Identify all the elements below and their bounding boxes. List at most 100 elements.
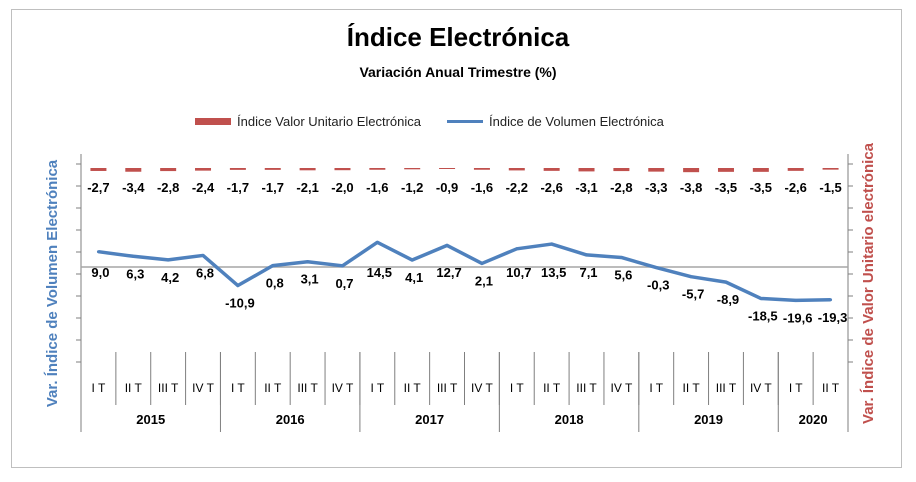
bar-valor-unitario xyxy=(439,168,456,169)
chart-frame xyxy=(11,9,902,468)
data-label-volumen: 5,6 xyxy=(614,267,632,282)
data-label-valor-unitario: -3,5 xyxy=(750,180,772,195)
data-label-valor-unitario: -1,2 xyxy=(401,180,423,195)
data-label-volumen: 13,5 xyxy=(541,265,566,280)
x-tick-label: II T xyxy=(264,381,282,395)
chart-title: Índice Electrónica xyxy=(346,22,570,52)
data-label-valor-unitario: -3,5 xyxy=(715,180,737,195)
data-label-volumen: -10,9 xyxy=(225,296,255,311)
legend-label-valor-unitario: Índice Valor Unitario Electrónica xyxy=(237,113,422,129)
bar-valor-unitario xyxy=(508,168,525,171)
bar-valor-unitario xyxy=(648,168,665,172)
x-tick-label: I T xyxy=(92,381,106,395)
data-label-valor-unitario: -1,5 xyxy=(819,180,841,195)
x-tick-label: II T xyxy=(404,381,422,395)
bar-valor-unitario xyxy=(717,168,734,172)
data-label-valor-unitario: -3,3 xyxy=(645,180,667,195)
year-label: 2019 xyxy=(694,412,723,427)
year-label: 2017 xyxy=(415,412,444,427)
legend-item-valor-unitario: Índice Valor Unitario Electrónica xyxy=(195,114,421,129)
bar-valor-unitario xyxy=(334,168,351,171)
data-label-volumen: 2,1 xyxy=(475,273,493,288)
bar-valor-unitario xyxy=(473,168,490,170)
data-label-volumen: 0,8 xyxy=(266,276,284,291)
data-label-volumen: 10,7 xyxy=(506,265,531,280)
bar-valor-unitario xyxy=(543,168,560,171)
data-label-valor-unitario: -1,7 xyxy=(227,180,249,195)
point-volumen xyxy=(271,264,275,268)
bar-valor-unitario xyxy=(752,168,769,172)
data-label-valor-unitario: -3,1 xyxy=(575,180,597,195)
point-volumen xyxy=(166,258,170,262)
bar-valor-unitario xyxy=(299,168,316,171)
legend-item-volumen: Índice de Volumen Electrónica xyxy=(447,114,664,129)
data-label-volumen: -19,6 xyxy=(783,310,813,325)
data-label-valor-unitario: -2,7 xyxy=(87,180,109,195)
bar-valor-unitario xyxy=(369,168,386,170)
data-label-volumen: 3,1 xyxy=(301,272,319,287)
data-label-volumen: 6,3 xyxy=(126,266,144,281)
x-tick-label: II T xyxy=(683,381,701,395)
x-tick-label: III T xyxy=(158,381,179,395)
x-tick-label: III T xyxy=(297,381,318,395)
point-volumen xyxy=(340,264,344,268)
point-volumen xyxy=(794,298,798,302)
x-tick-label: II T xyxy=(822,381,840,395)
data-label-valor-unitario: -0,9 xyxy=(436,180,458,195)
data-label-volumen: 12,7 xyxy=(436,265,461,280)
data-label-valor-unitario: -1,6 xyxy=(366,180,388,195)
data-label-volumen: -8,9 xyxy=(717,292,739,307)
bar-valor-unitario xyxy=(160,168,177,172)
data-label-volumen: -18,5 xyxy=(748,308,778,323)
x-tick-label: I T xyxy=(789,381,803,395)
bar-valor-unitario xyxy=(404,168,421,170)
legend: Índice Valor Unitario Electrónica Índice… xyxy=(195,112,690,130)
year-label: 2015 xyxy=(136,412,165,427)
point-volumen xyxy=(619,255,623,259)
data-label-volumen: 0,7 xyxy=(335,276,353,291)
point-volumen xyxy=(201,253,205,257)
x-tick-label: I T xyxy=(370,381,384,395)
x-tick-label: IV T xyxy=(192,381,214,395)
data-label-volumen: 7,1 xyxy=(579,265,597,280)
data-label-valor-unitario: -2,6 xyxy=(785,180,807,195)
data-label-volumen: -19,3 xyxy=(818,310,848,325)
data-label-valor-unitario: -1,6 xyxy=(471,180,493,195)
data-label-volumen: -5,7 xyxy=(682,287,704,302)
data-label-valor-unitario: -2,6 xyxy=(540,180,562,195)
x-tick-label: IV T xyxy=(471,381,493,395)
point-volumen xyxy=(654,266,658,270)
point-volumen xyxy=(550,242,554,246)
x-tick-label: I T xyxy=(510,381,524,395)
line-volumen xyxy=(98,240,831,303)
data-label-valor-unitario: -2,2 xyxy=(506,180,528,195)
legend-label-volumen: Índice de Volumen Electrónica xyxy=(489,113,664,129)
bar-valor-unitario xyxy=(613,168,630,172)
x-tick-label: IV T xyxy=(750,381,772,395)
point-volumen xyxy=(236,284,240,288)
point-volumen xyxy=(445,243,449,247)
data-label-valor-unitario: -2,4 xyxy=(192,180,215,195)
data-label-volumen: 6,8 xyxy=(196,265,214,280)
point-volumen xyxy=(759,296,763,300)
legend-swatch-bar xyxy=(195,117,231,125)
x-tick-label: III T xyxy=(576,381,597,395)
data-label-valor-unitario: -2,8 xyxy=(157,180,179,195)
point-volumen xyxy=(96,250,100,254)
data-label-valor-unitario: -2,0 xyxy=(331,180,353,195)
data-label-volumen: -0,3 xyxy=(647,278,669,293)
point-volumen xyxy=(480,261,484,265)
year-label: 2020 xyxy=(799,412,828,427)
point-volumen xyxy=(131,254,135,258)
point-volumen xyxy=(515,247,519,251)
bar-valor-unitario xyxy=(578,168,595,172)
x-tick-label: II T xyxy=(543,381,561,395)
data-label-valor-unitario: -2,1 xyxy=(296,180,318,195)
data-label-valor-unitario: -3,8 xyxy=(680,180,702,195)
legend-swatch-line xyxy=(447,119,484,123)
point-volumen xyxy=(410,258,414,262)
point-volumen xyxy=(585,253,589,257)
x-tick-label: I T xyxy=(231,381,245,395)
point-volumen xyxy=(829,298,833,302)
